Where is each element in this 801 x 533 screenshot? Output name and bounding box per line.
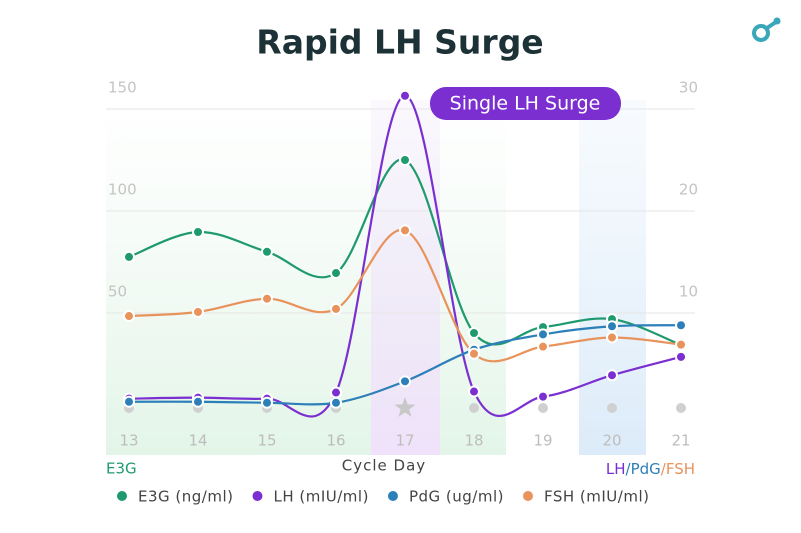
data-point bbox=[468, 385, 480, 398]
data-point bbox=[192, 395, 204, 408]
logo bbox=[752, 17, 781, 42]
x-tick-label: 18 bbox=[464, 432, 483, 450]
legend-marker bbox=[117, 491, 127, 501]
y2-axis-label-part: FSH bbox=[666, 460, 695, 478]
data-point bbox=[123, 395, 135, 408]
data-point bbox=[675, 350, 687, 363]
data-point bbox=[537, 328, 549, 341]
x-axis-label: Cycle Day bbox=[342, 457, 426, 475]
data-point bbox=[261, 292, 273, 305]
data-point bbox=[261, 396, 273, 409]
data-point bbox=[192, 305, 204, 318]
y-tick-label: 100 bbox=[108, 181, 137, 199]
y2-tick-label: 30 bbox=[679, 79, 698, 97]
data-point bbox=[261, 245, 273, 258]
day-marker bbox=[676, 403, 686, 413]
data-point bbox=[675, 319, 687, 332]
y2-axis-label-part: / bbox=[626, 460, 632, 478]
data-point bbox=[399, 375, 411, 388]
day-marker bbox=[538, 403, 548, 413]
x-tick-label: 13 bbox=[119, 432, 138, 450]
x-tick-label: 14 bbox=[188, 432, 207, 450]
x-tick-label: 19 bbox=[533, 432, 552, 450]
x-tick-label: 16 bbox=[326, 432, 345, 450]
legend-label: FSH (mIU/ml) bbox=[544, 488, 650, 506]
x-tick-label: 17 bbox=[395, 432, 414, 450]
data-point bbox=[606, 331, 618, 344]
y2-axis-label: LH/PdG/FSH bbox=[606, 460, 695, 478]
data-point bbox=[537, 390, 549, 403]
data-point bbox=[192, 226, 204, 239]
data-point bbox=[606, 369, 618, 382]
legend-label: LH (mIU/ml) bbox=[273, 488, 368, 506]
y2-axis-label-part: / bbox=[661, 460, 667, 478]
data-point bbox=[330, 396, 342, 409]
x-tick-label: 21 bbox=[671, 432, 690, 450]
data-point bbox=[468, 347, 480, 360]
legend-marker bbox=[522, 491, 533, 501]
data-point bbox=[330, 386, 342, 399]
y2-tick-label: 10 bbox=[679, 283, 698, 301]
data-point bbox=[468, 326, 480, 339]
data-point bbox=[123, 250, 135, 263]
data-point bbox=[330, 302, 342, 315]
y-tick-label: 150 bbox=[108, 79, 137, 97]
data-point bbox=[675, 338, 687, 351]
data-point bbox=[399, 154, 411, 166]
data-point bbox=[123, 310, 135, 323]
y-tick-label: 50 bbox=[108, 283, 127, 301]
data-point bbox=[330, 267, 342, 280]
legend-marker bbox=[252, 491, 263, 501]
data-point bbox=[399, 224, 411, 237]
annotation: Single LH Surge bbox=[450, 93, 601, 115]
x-tick-label: 15 bbox=[257, 432, 276, 450]
day-marker bbox=[469, 403, 479, 413]
data-point bbox=[399, 89, 411, 102]
legend-label: E3G (ng/ml) bbox=[138, 488, 233, 506]
legend-label: PdG (ug/ml) bbox=[409, 488, 504, 506]
data-point bbox=[606, 320, 618, 333]
phase-band bbox=[579, 100, 646, 455]
annotation-badge bbox=[430, 87, 621, 120]
y2-axis-label-part: LH bbox=[606, 460, 626, 478]
day-marker bbox=[607, 403, 617, 413]
data-point bbox=[537, 340, 549, 353]
y2-tick-label: 20 bbox=[679, 181, 698, 199]
y2-axis-label-part: PdG bbox=[631, 460, 661, 478]
x-tick-label: 20 bbox=[602, 432, 621, 450]
chart-title: Rapid LH Surge bbox=[256, 23, 543, 62]
legend-marker bbox=[387, 491, 398, 501]
day-marker bbox=[394, 397, 416, 417]
y-axis-label: E3G bbox=[106, 460, 137, 478]
